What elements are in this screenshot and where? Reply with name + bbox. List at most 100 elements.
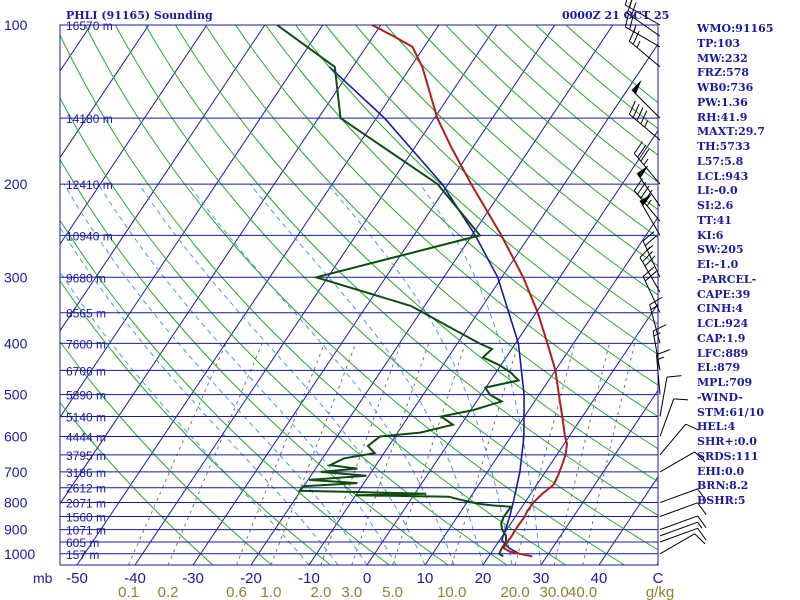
plot-frame — [59, 24, 659, 566]
wind-barb-full — [649, 296, 663, 306]
dry-adiabat-line — [60, 96, 508, 565]
index-value: CAP:1.9 — [697, 331, 746, 345]
wind-barb-flag — [640, 193, 653, 206]
mixing-ratio-tick-label: 1.0 — [261, 584, 282, 600]
wind-barb-staff — [659, 527, 698, 543]
wind-barb-full — [636, 107, 644, 121]
wind-barb-staff — [659, 515, 698, 531]
isotherm-line — [60, 25, 382, 505]
wind-barb-full — [697, 515, 707, 528]
wind-barb-half — [643, 158, 649, 166]
wind-barb — [652, 324, 667, 371]
dry-adiabat-line — [60, 280, 331, 565]
wind-barb-staff — [625, 4, 661, 26]
pressure-tick-label: 500 — [4, 387, 28, 403]
index-value: KI:6 — [697, 228, 724, 242]
index-value: LCL:924 — [697, 317, 749, 330]
mixing-ratio-tick-label: 5.0 — [382, 584, 403, 600]
height-label: 2071 m — [66, 497, 106, 511]
wind-barb-staff — [639, 257, 661, 293]
pressure-unit-label: mb — [33, 570, 53, 586]
wind-barb — [642, 266, 661, 313]
wind-barb-full — [632, 104, 640, 118]
index-value: EI:-1.0 — [697, 258, 739, 271]
wind-barb — [642, 231, 661, 278]
mixing-ratio-line — [236, 343, 325, 565]
isotherm-line — [60, 25, 150, 159]
height-label: 5890 m — [66, 389, 106, 403]
temperature-tick-label: 30 — [533, 570, 550, 587]
wind-barb-full — [697, 502, 707, 515]
temperature-tick-label: 40 — [591, 570, 608, 587]
isotherm-line — [60, 25, 324, 419]
temperature-tick-label: 20 — [475, 570, 492, 587]
wind-barb — [656, 349, 671, 395]
wind-barb-staff — [659, 377, 668, 417]
wind-barb-half — [697, 521, 703, 529]
height-label: 3186 m — [66, 466, 106, 480]
mixing-ratio-line — [270, 343, 357, 565]
index-value: MW:232 — [697, 51, 748, 65]
wind-barb — [659, 375, 682, 417]
wind-barb-full — [666, 375, 682, 378]
index-value: SW:205 — [697, 243, 744, 257]
background-grid — [0, 25, 658, 565]
index-value: -PARCEL- — [697, 272, 757, 286]
wind-barb — [633, 141, 661, 185]
wind-barb-staff — [659, 423, 687, 456]
wind-barbs — [624, 0, 707, 555]
index-value: EL:879 — [697, 361, 741, 375]
wind-barb-half — [653, 332, 661, 337]
index-value: WMO:91165 — [697, 22, 774, 35]
wind-barb-staff — [659, 521, 698, 537]
wind-barb-full — [656, 349, 671, 356]
moist-adiabat-line — [327, 183, 513, 565]
pressure-tick-label: 900 — [4, 522, 28, 538]
wind-barb-staff — [642, 276, 661, 313]
height-label: 4444 m — [66, 431, 106, 445]
wind-barb-full — [644, 235, 657, 246]
height-label: 16570 m — [66, 19, 113, 33]
index-value: SHR+:0.0 — [697, 435, 757, 448]
wind-barb — [639, 193, 661, 236]
wind-barb-full — [694, 533, 706, 545]
index-value: SRDS:111 — [697, 449, 759, 463]
plot-border — [59, 24, 659, 566]
mixing-ratio-line — [553, 343, 610, 565]
wind-barb — [659, 398, 689, 437]
isotherm-line — [482, 302, 658, 565]
wind-barb-staff — [629, 40, 661, 68]
wind-barb-full — [640, 185, 650, 199]
dry-adiabat-line — [114, 25, 658, 551]
mixing-ratio-tick-label: 0.2 — [158, 584, 179, 600]
sounding-profiles — [276, 25, 569, 558]
dry-adiabat-line — [84, 25, 625, 565]
temperature-tick-label: 10 — [417, 570, 434, 587]
index-value: PW:1.36 — [697, 95, 748, 109]
dry-adiabat-line — [60, 401, 214, 565]
moist-adiabat-line — [419, 183, 542, 565]
wind-barb-full — [697, 488, 707, 501]
mixing-ratio-line — [167, 343, 263, 565]
mixing-ratio-line — [514, 343, 576, 565]
moist-adiabat-line — [249, 183, 484, 565]
wind-barb-full — [637, 182, 647, 195]
isotherm-line — [0, 25, 33, 565]
mixing-ratio-tick-label: 2.0 — [310, 584, 331, 600]
index-value: L57:5.8 — [697, 154, 744, 168]
wind-barb-full — [628, 27, 636, 42]
wind-barb-flag — [637, 165, 649, 179]
mixing-ratio-tick-label: 40.0 — [568, 584, 597, 600]
height-label: 14180 m — [66, 112, 113, 126]
isotherm-line — [134, 25, 498, 565]
wind-barb-staff — [659, 398, 675, 437]
pressure-tick-label: 100 — [4, 17, 28, 33]
wind-barb-full — [639, 246, 651, 258]
mixing-ratio-tick-label: 20.0 — [500, 584, 529, 600]
pressure-tick-label: 600 — [4, 429, 28, 445]
pressure-tick-label: 800 — [4, 495, 28, 511]
height-label: 5140 m — [66, 411, 106, 425]
height-label: 9680 m — [66, 271, 106, 285]
mixing-ratio-tick-label: 10.0 — [437, 584, 466, 600]
